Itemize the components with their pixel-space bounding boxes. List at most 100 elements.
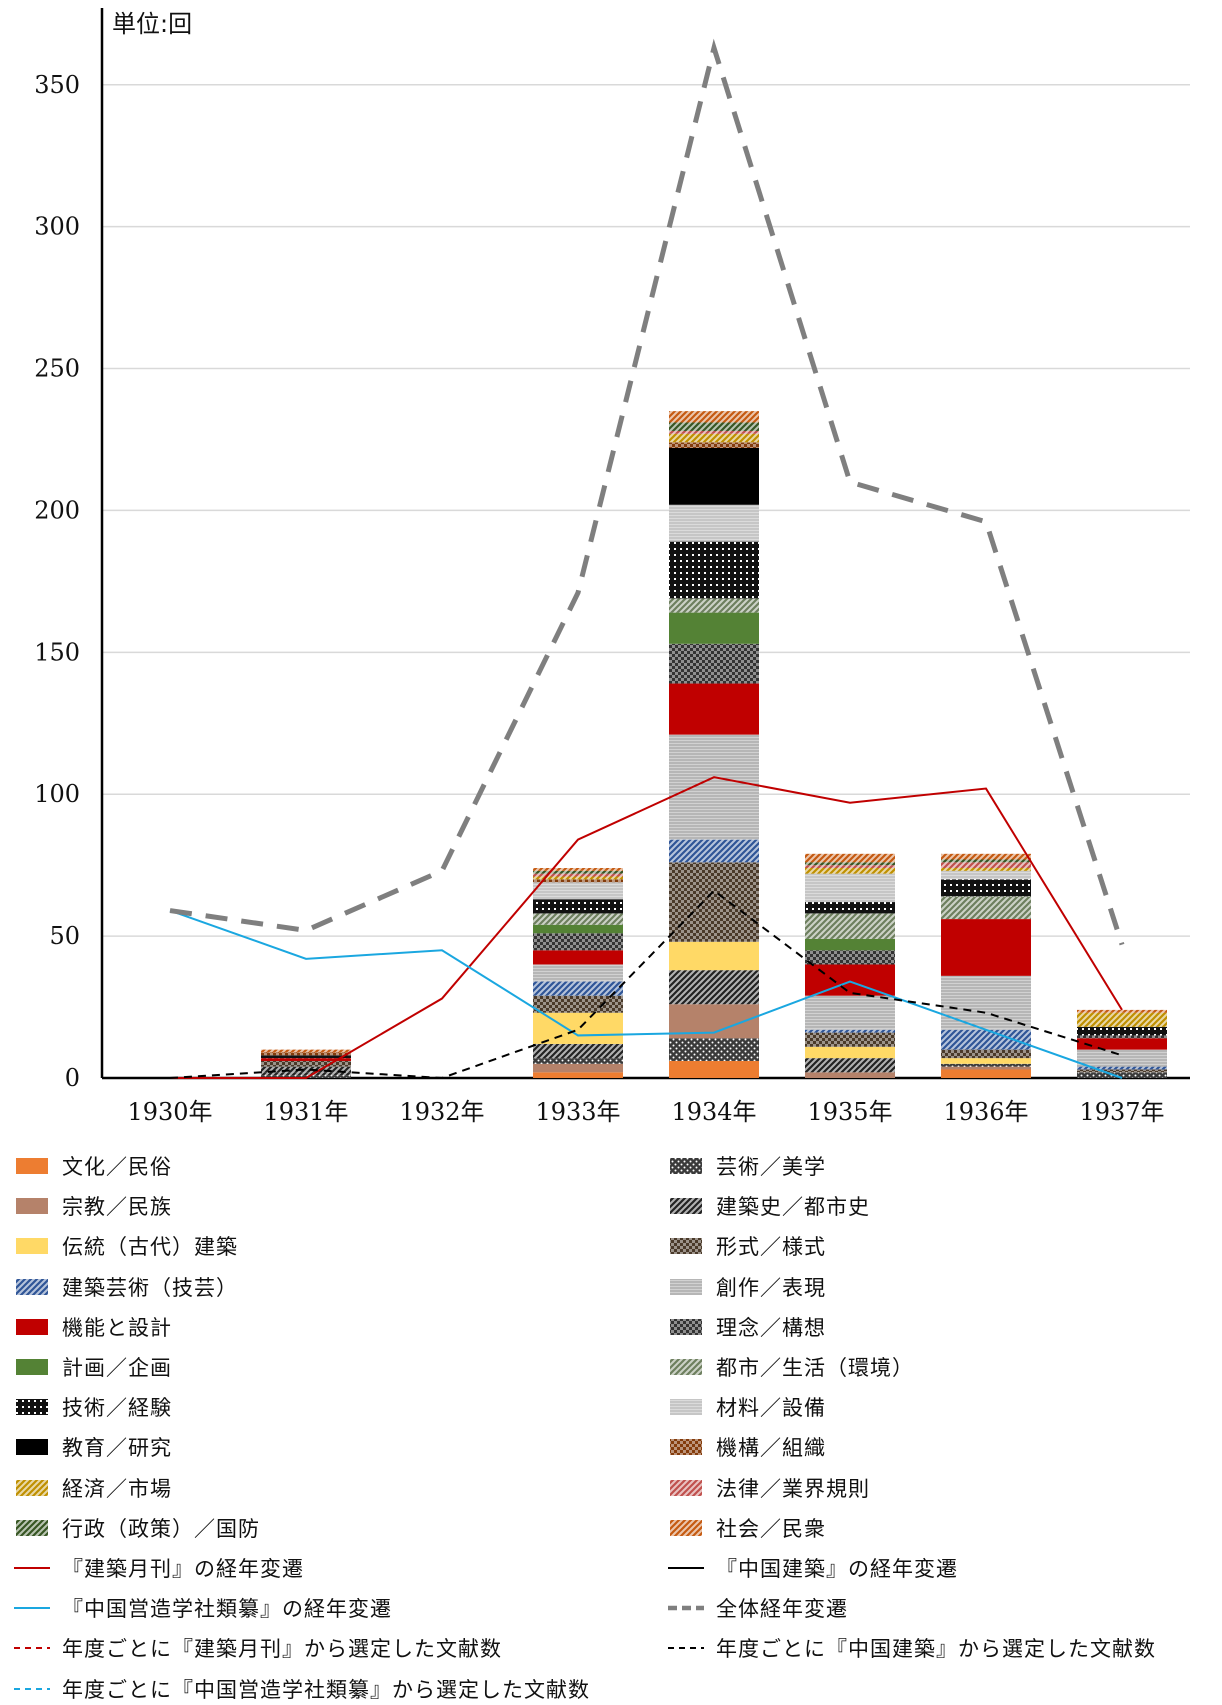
x-tick-label: 1933年	[535, 1098, 620, 1126]
x-tick-label: 1930年	[127, 1098, 212, 1126]
legend-swatch	[16, 1158, 48, 1174]
legend-label: 伝統（古代）建築	[62, 1235, 238, 1260]
y-tick-label: 150	[34, 638, 80, 666]
bar-segment	[533, 876, 623, 880]
bar-segment	[669, 1038, 759, 1061]
bar-segment	[941, 853, 1031, 860]
bar-segment	[669, 448, 759, 505]
y-tick-label: 200	[34, 496, 80, 524]
bar-segment	[1077, 1026, 1167, 1036]
legend-item: 行政（政策）／国防	[14, 1512, 260, 1544]
legend-swatch	[16, 1479, 48, 1496]
legend-swatch	[16, 1439, 48, 1456]
legend-label: 『建築月刊』の経年変遷	[62, 1557, 304, 1581]
legend-swatch	[668, 1567, 704, 1569]
bar-segment	[941, 870, 1031, 880]
gridlines	[102, 84, 1190, 937]
bar-segment	[1077, 1066, 1167, 1070]
series-line	[169, 909, 1123, 1079]
legend-label: 機能と設計	[62, 1315, 172, 1340]
bar-segment	[941, 1063, 1031, 1067]
bar-segment	[941, 879, 1031, 897]
legend-item: 芸術／美学	[668, 1150, 826, 1182]
legend-item: 経済／市場	[14, 1472, 172, 1504]
bar-segment	[533, 1043, 623, 1059]
bar-segment	[261, 1055, 351, 1059]
bar-segment	[533, 882, 623, 900]
legend-item: 理念／構想	[668, 1311, 826, 1343]
bar-segment	[261, 1058, 351, 1061]
legend-item: 教育／研究	[14, 1431, 172, 1463]
legend-item: 『中国営造学社類纂』の経年変遷	[14, 1592, 392, 1624]
legend-label: 年度ごとに『中国建築』から選定した文献数	[716, 1637, 1156, 1662]
legend-label: 年度ごとに『建築月刊』から選定した文献数	[62, 1637, 502, 1662]
bar-segment	[261, 1072, 351, 1076]
bar-segment	[1077, 1035, 1167, 1039]
bar-segment	[533, 964, 623, 982]
bar-segment	[1077, 1072, 1167, 1078]
bar-segment	[805, 1072, 895, 1078]
bar-segment	[805, 1058, 895, 1073]
legend-label: 行政（政策）／国防	[62, 1516, 260, 1541]
bar-segment	[533, 1058, 623, 1064]
legend-swatch	[670, 1158, 702, 1174]
bar-segment	[533, 879, 623, 883]
y-tick-label: 300	[34, 213, 80, 241]
legend-item: 年度ごとに『中国建築』から選定した文献数	[668, 1632, 1156, 1664]
unit-label: 単位:回	[112, 10, 192, 38]
chart-legend: 文化／民俗 芸術／美学 宗教／民族 建築史／都市史 伝統（古代）建築 形式／様式 建築芸術（…	[0, 1150, 1222, 1702]
bar-segment	[533, 1063, 623, 1073]
legend-swatch	[670, 1318, 702, 1335]
bar-segment	[261, 1075, 351, 1078]
legend-item: 社会／民衆	[668, 1512, 826, 1544]
bar-segment	[1077, 1038, 1167, 1050]
legend-item: 機構／組織	[668, 1431, 826, 1463]
bar-segment	[261, 1049, 351, 1053]
bar-segment	[533, 933, 623, 951]
legend-swatch	[670, 1479, 702, 1496]
legend-label: 芸術／美学	[716, 1155, 826, 1179]
bar-segment	[941, 919, 1031, 976]
bar-segment	[941, 975, 1031, 1030]
legend-swatch	[14, 1687, 50, 1690]
bar-segment	[533, 913, 623, 925]
series-line	[169, 889, 1123, 1080]
bar-segment	[533, 1012, 623, 1044]
bar-segment	[805, 873, 895, 903]
legend-label: 形式／様式	[716, 1235, 826, 1260]
legend-swatch	[668, 1605, 704, 1611]
legend-swatch	[16, 1318, 48, 1335]
x-tick-label: 1937年	[1079, 1098, 1164, 1126]
bar-segment	[533, 868, 623, 871]
legend-swatch	[670, 1399, 702, 1416]
legend-label: 技術／経験	[62, 1396, 172, 1421]
legend-swatch	[14, 1647, 50, 1650]
bar-segment	[805, 1029, 895, 1033]
x-tick-label: 1934年	[671, 1098, 756, 1126]
bar-segment	[805, 950, 895, 965]
bar-segment	[533, 873, 623, 877]
bar-segment	[533, 870, 623, 874]
legend-item: 機能と設計	[14, 1311, 172, 1343]
legend-swatch	[670, 1359, 702, 1375]
legend-swatch	[668, 1647, 704, 1650]
bar-segment	[669, 442, 759, 448]
legend-swatch	[670, 1519, 702, 1536]
bar-segment	[941, 1069, 1031, 1078]
bar-segment	[805, 902, 895, 914]
bar-segment	[533, 899, 623, 914]
legend-swatch	[670, 1198, 702, 1215]
legend-swatch	[16, 1238, 48, 1255]
bar-segment	[1077, 1009, 1167, 1013]
bar-segment	[669, 598, 759, 613]
legend-item: 年度ごとに『中国営造学社類纂』から選定した文献数	[14, 1673, 590, 1705]
legend-swatch	[16, 1278, 48, 1295]
bar-segment	[941, 862, 1031, 868]
legend-swatch	[14, 1607, 50, 1610]
bar-segment	[261, 1060, 351, 1067]
bar-segment	[669, 862, 759, 942]
y-tick-label: 250	[34, 355, 80, 383]
legend-item: 材料／設備	[668, 1391, 826, 1423]
bar-segment	[805, 913, 895, 939]
legend-label: 経済／市場	[62, 1476, 172, 1501]
